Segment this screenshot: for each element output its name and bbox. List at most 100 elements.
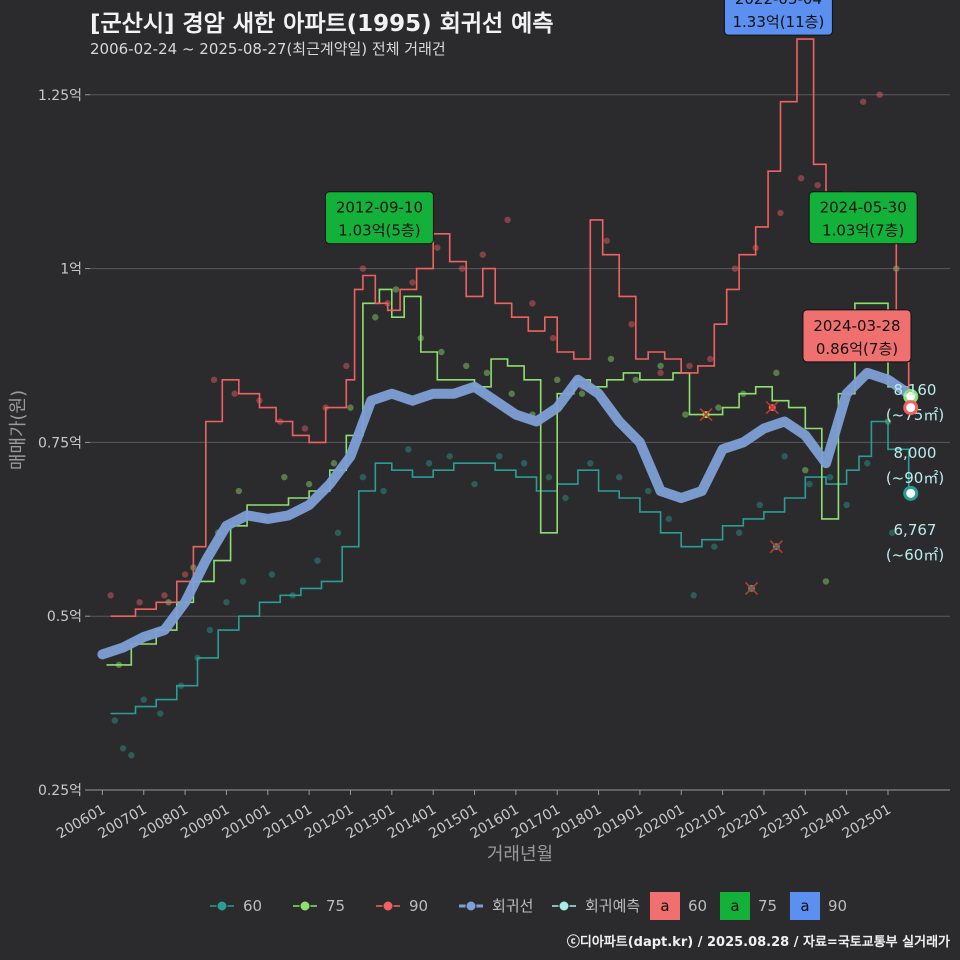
scatter-point (864, 460, 871, 467)
end-value-label: 8,000 (894, 444, 937, 462)
cancel-mark (769, 540, 783, 554)
scatter-point (822, 578, 830, 585)
scatter-point (814, 181, 821, 189)
scatter-point (128, 752, 135, 759)
legend-swatch-glyph: a (800, 897, 809, 915)
scatter-point (463, 362, 470, 370)
legend-label: 90 (409, 897, 428, 915)
scatter-point (471, 480, 478, 488)
scatter-point (314, 557, 321, 564)
scatter-point (111, 717, 119, 724)
legend-marker (558, 900, 570, 912)
scatter-point (405, 446, 412, 453)
scatter-point (888, 529, 896, 536)
legend-swatch-glyph: a (730, 897, 739, 915)
scatter-point (359, 265, 367, 272)
end-area-label: (~60㎡) (886, 546, 944, 564)
annotation-price: 0.86억(7층) (816, 340, 898, 358)
legend-item-s75: 75 (293, 897, 345, 915)
legend-box-box90: a 90 (790, 892, 847, 920)
legend-layer: 60 75 90 회귀선 회귀예측 a 60 a 75 a 90 (210, 892, 847, 920)
scatter-point (181, 571, 189, 578)
legend-item-regression: 회귀선 (459, 897, 533, 915)
chart-subtitle: 2006-02-24 ~ 2025-08-27(최근계약일) 전체 거래건 (90, 40, 446, 58)
scatter-point (446, 453, 453, 460)
scatter-point (773, 369, 780, 377)
scatter-point (826, 473, 834, 481)
scatter-point (735, 529, 743, 536)
series-line-75 (106, 288, 910, 666)
legend-box-label: 90 (828, 897, 847, 915)
legend-marker (299, 900, 311, 912)
scatter-point (682, 411, 689, 418)
annotation-box: 2024-03-28 0.86억(7층) (802, 309, 912, 363)
scatter-point (347, 404, 354, 411)
scatter-point (859, 98, 867, 105)
annotation-bg (324, 191, 434, 245)
marker-layer: 8,160 (~75㎡) 8,000 (~90㎡) 6,767 (~60㎡) (699, 192, 944, 595)
end-value-label: 8,160 (894, 381, 937, 399)
scatter-point (504, 216, 511, 224)
scatter-point (231, 390, 238, 397)
annotation-bg (808, 191, 918, 245)
scatter-point (136, 599, 143, 606)
scatter-point (529, 300, 536, 307)
y-tick-label: 0.5억 (47, 609, 82, 625)
legend-label: 회귀선 (492, 897, 533, 915)
scatter-point (119, 745, 127, 752)
scatter-point (587, 460, 594, 467)
legend-swatch-glyph: a (660, 897, 669, 915)
cancel-mark (765, 401, 779, 415)
scatter-point (554, 376, 561, 384)
y-tick-label: 0.25억 (38, 783, 82, 799)
scatter-point (644, 487, 652, 495)
annotation-bg (723, 0, 833, 36)
scatter-point (157, 710, 164, 717)
scatter-point (140, 696, 147, 703)
scatter-point (301, 425, 309, 432)
scatter-point (305, 480, 313, 488)
scatter-point (268, 571, 276, 578)
cancel-cross (769, 540, 783, 554)
scatter-point (665, 515, 673, 523)
scatter-point (711, 543, 718, 550)
cancel-mark (744, 581, 759, 595)
annotation-price: 1.03억(7층) (822, 222, 904, 240)
scatter-point (380, 487, 387, 495)
source-credit: ⓒ디아파트(dapt.kr) / 2025.08.28 / 자료=국토교통부 실… (566, 935, 950, 950)
scatter-point (756, 501, 764, 509)
annotation-bg (802, 309, 912, 363)
legend-swatch (650, 892, 680, 920)
legend-item-s90: 90 (376, 897, 428, 915)
scatter-point (549, 334, 557, 342)
scatter-point (223, 599, 230, 606)
scatter-point (392, 286, 400, 293)
annotation-date: 2012-09-10 (336, 199, 423, 217)
scatter-point (161, 592, 168, 599)
legend-label: 60 (243, 897, 262, 915)
scatter-point (706, 355, 714, 363)
series-line-60 (110, 420, 910, 715)
scatter-point (359, 473, 367, 481)
annotation-date: 2024-03-28 (813, 317, 900, 335)
annotation-box: 2024-05-30 1.03억(7층) (808, 191, 918, 245)
annotation-date: 2022-05-04 (735, 0, 822, 8)
scatter-point (603, 237, 611, 244)
scatter-point (781, 453, 788, 460)
cancel-cross (699, 408, 713, 422)
scatter-point (483, 369, 491, 377)
end-point-s60 (903, 485, 919, 501)
annotation-date: 2024-05-30 (820, 199, 907, 217)
scatter-point (731, 265, 739, 272)
scatter-point (434, 244, 441, 251)
annotation-box: 2022-05-04 1.33억(11층) (723, 0, 833, 36)
legend-label: 75 (326, 897, 345, 915)
legend-swatch (790, 892, 820, 920)
scatter-point (607, 355, 615, 363)
legend-box-box75: a 75 (720, 892, 777, 920)
annotation-box: 2012-09-10 1.03억(5층) (324, 191, 434, 245)
scatter-point (235, 487, 243, 495)
cancel-mark (699, 408, 713, 422)
annotation-price: 1.03억(5층) (338, 222, 420, 240)
scatter-point (425, 460, 433, 467)
